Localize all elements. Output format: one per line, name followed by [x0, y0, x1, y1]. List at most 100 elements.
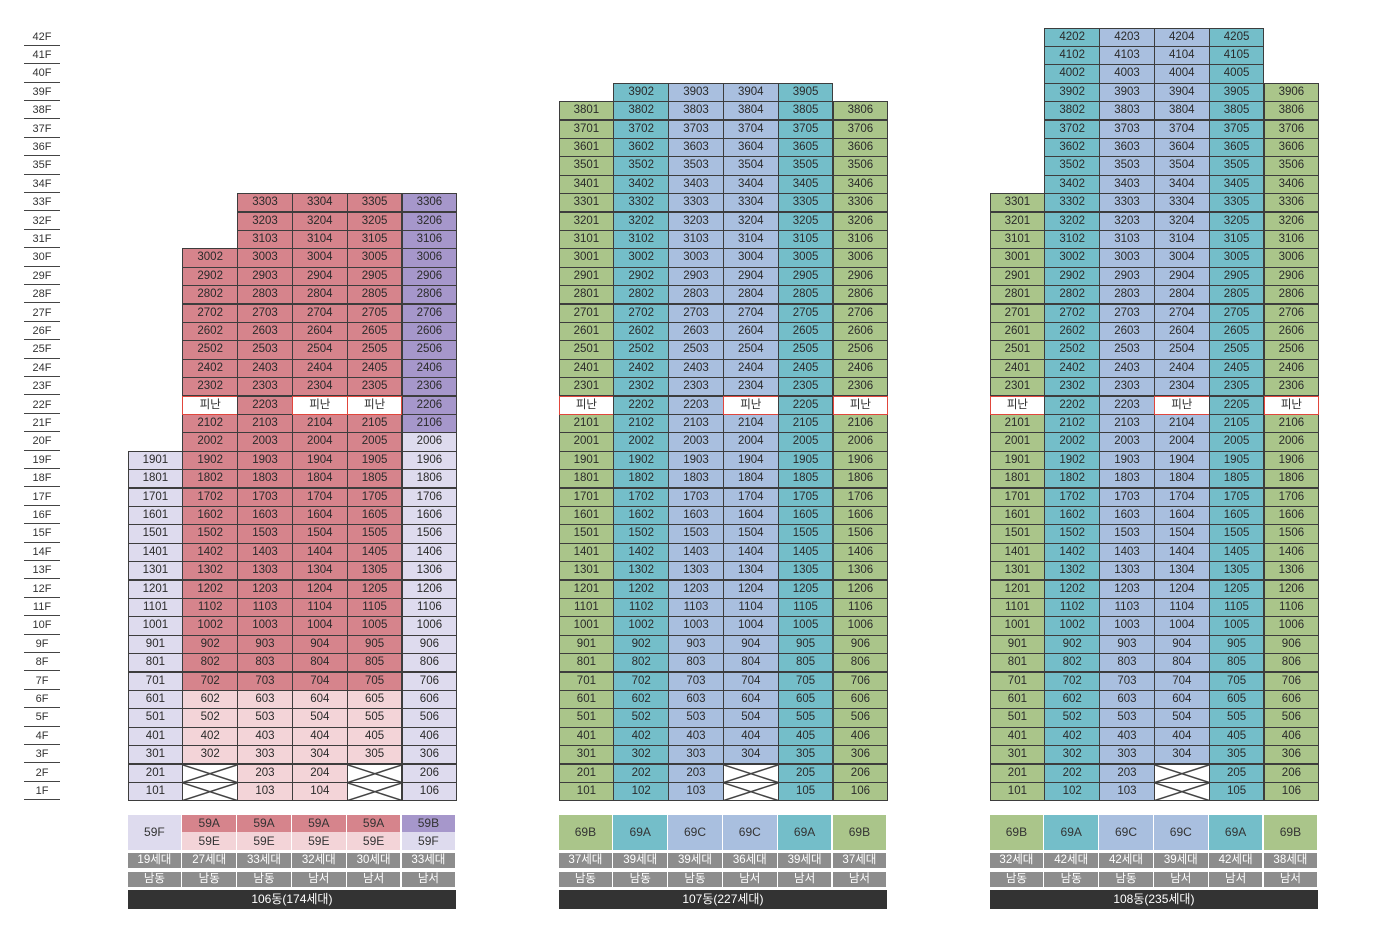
unit-cell: 2802	[613, 285, 670, 305]
unit-cell: 3306	[401, 193, 458, 213]
unit-cell: 4103	[1099, 45, 1155, 66]
unit-cell: 1903	[668, 450, 724, 471]
unit-cell: 2304	[722, 377, 779, 397]
unit-cell: 2502	[1044, 340, 1101, 360]
unit-cell: 1505	[1208, 524, 1265, 544]
unit-cell: 1206	[1263, 579, 1320, 599]
unit-cell: 2002	[1044, 432, 1101, 452]
unit-cell: 1306	[1263, 561, 1320, 581]
unit-cell: 3501	[558, 156, 615, 176]
unit-type-box: 59B 59F	[401, 815, 456, 850]
unit-cell: 1703	[237, 487, 293, 507]
unit-cell: 2403	[237, 358, 293, 379]
unit-cell: 805	[777, 653, 834, 673]
unit-cell: 1906	[832, 450, 889, 471]
unit-cell: 3106	[832, 229, 889, 250]
unit-cell: 2305	[777, 377, 834, 397]
unit-cell: 503	[237, 708, 293, 728]
unit-cell: 1603	[237, 505, 293, 526]
unit-cell: 2306	[832, 377, 889, 397]
unit-cell: 1604	[291, 505, 348, 526]
unit-cell: 605	[1208, 689, 1265, 710]
unit-cell: 802	[1044, 653, 1101, 673]
floor-label: 10F	[24, 616, 60, 635]
unit-cell: 4102	[1044, 45, 1101, 66]
unit-cell: 2903	[237, 266, 293, 287]
unit-subtype-label: 59E	[308, 834, 330, 848]
unit-cell: 603	[237, 689, 293, 710]
unit-type-label: 59A	[182, 815, 237, 832]
unit-type-box: 69A	[1208, 815, 1263, 850]
unit-cell: 1505	[777, 524, 834, 544]
unit-type-box: 69B	[832, 815, 887, 850]
unit-cell: 903	[237, 634, 293, 655]
unit-cell: 3003	[1099, 248, 1155, 268]
unit-cell: 1201	[127, 579, 184, 599]
unit-cell: 806	[1263, 653, 1320, 673]
unit-cell: 803	[668, 653, 724, 673]
unit-cell: 1306	[401, 561, 458, 581]
unit-cell: 306	[401, 745, 458, 765]
floor-label: 36F	[24, 138, 60, 157]
unit-cell: 801	[558, 653, 615, 673]
unit-cell: 106	[1263, 781, 1320, 802]
unit-cell: 1903	[1099, 450, 1155, 471]
unit-cell: 101	[558, 781, 615, 802]
unit-cell: 3005	[1208, 248, 1265, 268]
unit-cell: 3306	[832, 193, 889, 213]
unit-type-box: 59A 59E	[182, 815, 237, 850]
unit-cell: 2004	[722, 432, 779, 452]
unit-cell: 3203	[1099, 211, 1155, 231]
unit-cell: 3506	[832, 156, 889, 176]
unit-cell: 1004	[1153, 616, 1210, 636]
empty-unit-cell	[1153, 763, 1210, 783]
unit-cell: 3806	[1263, 101, 1320, 121]
unit-cell: 903	[1099, 634, 1155, 655]
unit-cell: 1803	[1099, 469, 1155, 489]
unit-cell: 906	[832, 634, 889, 655]
refuge-floor-cell: 피난	[291, 395, 348, 415]
empty-unit-cell	[346, 781, 403, 802]
unit-cell: 1902	[613, 450, 670, 471]
unit-cell: 2504	[722, 340, 779, 360]
unit-cell: 3704	[722, 119, 779, 139]
unit-cell: 1201	[558, 579, 615, 599]
unit-cell: 2701	[558, 303, 615, 323]
unit-cell: 901	[558, 634, 615, 655]
unit-cell: 2704	[291, 303, 348, 323]
unit-cell: 406	[401, 726, 458, 747]
unit-cell: 205	[1208, 763, 1265, 783]
unit-cell: 901	[127, 634, 184, 655]
unit-cell: 3003	[237, 248, 293, 268]
unit-cell: 902	[1044, 634, 1101, 655]
unit-cell: 203	[237, 763, 293, 783]
unit-cell: 1401	[558, 542, 615, 563]
unit-cell: 2005	[777, 432, 834, 452]
unit-cell: 1305	[777, 561, 834, 581]
unit-cell: 2106	[401, 413, 458, 434]
unit-cell: 1406	[1263, 542, 1320, 563]
unit-cell: 701	[558, 671, 615, 691]
unit-cell: 3606	[832, 137, 889, 158]
unit-cell: 1803	[668, 469, 724, 489]
unit-cell: 803	[237, 653, 293, 673]
unit-cell: 1905	[777, 450, 834, 471]
unit-cell: 1003	[668, 616, 724, 636]
unit-cell: 1203	[668, 579, 724, 599]
floor-label: 28F	[24, 285, 60, 304]
unit-cell: 502	[182, 708, 239, 728]
unit-cell: 1503	[237, 524, 293, 544]
unit-cell: 1306	[832, 561, 889, 581]
unit-cell: 3104	[1153, 229, 1210, 250]
unit-cell: 1502	[182, 524, 239, 544]
unit-cell: 3102	[1044, 229, 1101, 250]
unit-cell: 2803	[1099, 285, 1155, 305]
unit-cell: 2505	[346, 340, 403, 360]
unit-cell: 4004	[1153, 64, 1210, 84]
unit-cell: 303	[668, 745, 724, 765]
unit-cell: 1601	[127, 505, 184, 526]
unit-cell: 1201	[989, 579, 1046, 599]
unit-cell: 1005	[1208, 616, 1265, 636]
unit-cell: 1104	[1153, 597, 1210, 618]
unit-cell: 1204	[1153, 579, 1210, 599]
